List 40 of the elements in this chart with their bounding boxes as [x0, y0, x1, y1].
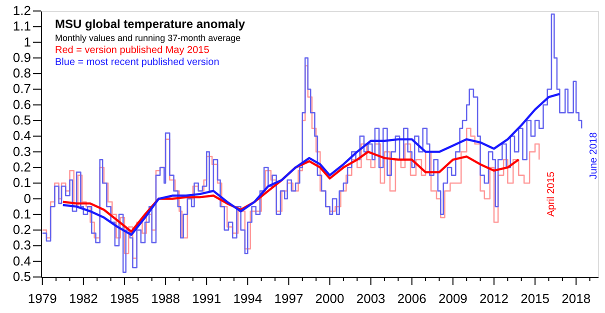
- y-tick-label: 0.3: [12, 144, 31, 159]
- text: Monthly values and running 37-month average: [55, 33, 241, 43]
- x-tick-label: 1979: [28, 291, 57, 306]
- y-tick-label: 0.4: [12, 253, 31, 268]
- y-tick-label: 1.2: [12, 3, 31, 18]
- x-tick-label: 2018: [562, 291, 591, 306]
- y-tick-label: 0: [24, 190, 31, 206]
- x-tick-label: 2006: [397, 291, 426, 306]
- y-tick-label: 0.1: [12, 175, 31, 190]
- text: Red = version published May 2015: [55, 45, 210, 56]
- y-tick-label: 0.9: [12, 50, 31, 65]
- text: Blue = most recent published version: [55, 57, 220, 68]
- line-series: [62, 92, 561, 236]
- y-tick-label: 0.2: [12, 159, 31, 174]
- y-tick-label: 0.5: [12, 269, 31, 284]
- y-tick-label: 0.6: [12, 96, 31, 112]
- annotation: June 2018: [588, 132, 600, 180]
- x-tick-label: 2015: [520, 291, 550, 306]
- y-tick-label: 0.3: [12, 238, 31, 253]
- y-tick-label: 1.1: [12, 18, 31, 34]
- x-tick-label: 1994: [233, 291, 262, 306]
- x-tick-label: 2000: [315, 291, 344, 306]
- line-series: [62, 150, 520, 233]
- y-tick-label: 0.5: [12, 112, 31, 128]
- y-tick-label: 0.8: [12, 66, 31, 81]
- y-tick-label: 0.4: [12, 128, 31, 144]
- annotation: April 2015: [546, 171, 558, 217]
- x-tick-label: 1997: [274, 291, 304, 306]
- x-tick-label: 1982: [68, 291, 98, 306]
- y-tick-label: 0.2: [12, 222, 31, 238]
- y-tick-label: 1: [24, 34, 31, 50]
- y-tick-label: 0.1: [12, 206, 31, 222]
- x-tick-label: 2009: [438, 291, 468, 306]
- text: MSU global temperature anomaly: [55, 17, 246, 31]
- x-tick-label: 2003: [356, 291, 386, 306]
- x-tick-label: 2012: [480, 291, 508, 306]
- y-tick-label: 0.7: [12, 81, 31, 96]
- x-tick-label: 1991: [192, 291, 222, 306]
- x-tick-label: 1985: [110, 291, 139, 306]
- x-tick-label: 1988: [151, 291, 180, 306]
